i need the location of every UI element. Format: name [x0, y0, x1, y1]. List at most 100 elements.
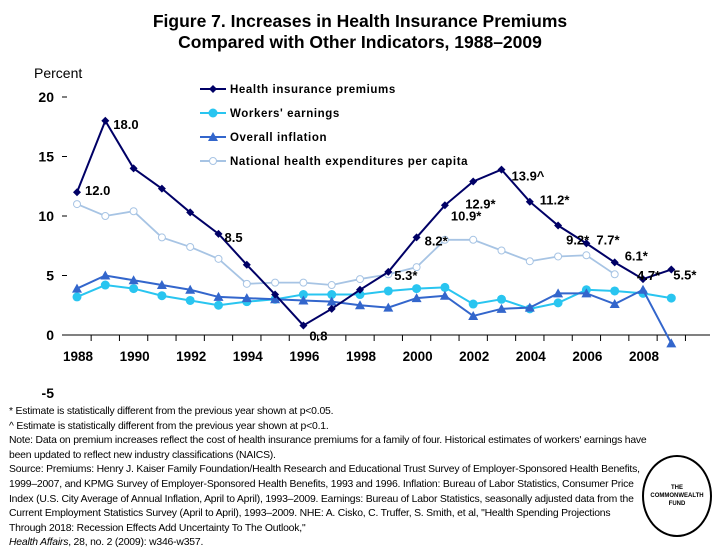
x-tick-label: 1998 [346, 349, 377, 364]
data-point [129, 207, 138, 216]
footnote-significance-05: * Estimate is statistically different fr… [9, 406, 334, 417]
y-tick-label: -5 [42, 385, 55, 401]
data-point [242, 279, 251, 288]
data-point [554, 221, 563, 230]
data-point [440, 282, 450, 292]
data-point [100, 280, 110, 290]
data-point [242, 260, 251, 269]
title-line-1: Figure 7. Increases in Health Insurance … [152, 11, 568, 31]
data-point [326, 296, 337, 306]
data-point [241, 293, 252, 303]
data-point [186, 208, 195, 217]
data-point [72, 283, 82, 293]
data-point [270, 294, 281, 304]
data-point [100, 270, 111, 280]
legend-item: Workers' earnings [200, 108, 340, 120]
y-tick-label: 5 [46, 268, 54, 284]
x-tick-label: 1988 [63, 349, 94, 364]
data-point [298, 295, 309, 305]
data-label: 13.9^ [512, 169, 545, 184]
x-tick-label: 2002 [459, 349, 489, 364]
y-tick-label: 20 [38, 89, 54, 105]
data-point [299, 321, 308, 330]
legend-item: Overall inflation [200, 132, 327, 144]
y-tick-label: 0 [46, 327, 54, 343]
chart-title: Figure 7. Increases in Health Insurance … [0, 11, 720, 53]
data-point [356, 285, 364, 294]
y-axis-label: Percent [34, 65, 83, 81]
data-point [609, 299, 620, 309]
source-journal: Health Affairs [9, 537, 69, 549]
footnote-significance-10: ^ Estimate is statistically different fr… [9, 420, 329, 432]
data-point [468, 299, 478, 309]
data-point [157, 233, 166, 242]
data-point [213, 291, 224, 301]
data-point [412, 233, 421, 242]
data-label: 6.1* [625, 248, 649, 263]
legend-item: Health insurance premiums [200, 84, 396, 96]
data-point [356, 275, 364, 284]
data-point [327, 304, 336, 313]
data-point [128, 275, 139, 285]
y-tick-label: 10 [38, 208, 54, 224]
data-point [383, 286, 393, 296]
footnote-source: Source: Premiums: Henry J. Kaiser Family… [9, 463, 649, 551]
title-line-2: Compared with Other Indicators, 1988–200… [178, 32, 542, 52]
series-line [76, 274, 673, 344]
x-tick-label: 1994 [233, 349, 264, 364]
data-label: 5.3* [394, 268, 418, 283]
data-point [468, 310, 479, 320]
data-label: 10.9* [451, 208, 482, 223]
source-text: Source: Premiums: Henry J. Kaiser Family… [9, 464, 640, 534]
commonwealth-fund-logo: THE COMMONWEALTH FUND [642, 455, 712, 537]
data-point [525, 197, 534, 206]
legend-marker [209, 157, 217, 165]
legend-marker [209, 85, 217, 93]
data-label: 0.8 [309, 328, 327, 343]
x-tick-label: 1992 [176, 349, 206, 364]
series-overall-inflation [72, 270, 677, 348]
legend-marker [208, 108, 218, 118]
footnotes: * Estimate is statistically different fr… [9, 405, 649, 551]
legend-label: Overall inflation [230, 132, 327, 144]
legend-item: National health expenditures per capita [200, 156, 468, 168]
data-point [439, 290, 450, 300]
data-point [553, 288, 564, 298]
line-chart: -5 0 5 10 15 20 1988 1990 1992 1994 1996 1998 2000 20… [38, 84, 710, 401]
data-point [185, 284, 196, 294]
legend-marker [208, 132, 218, 141]
data-point [525, 257, 534, 266]
data-label: 12.9* [465, 196, 496, 211]
data-point [610, 270, 619, 279]
series-health-insurance-premiums [73, 116, 676, 330]
data-point [101, 212, 110, 220]
data-point [581, 288, 592, 298]
data-point [355, 300, 365, 310]
legend-label: Workers' earnings [230, 108, 340, 120]
data-point [497, 294, 506, 304]
data-point [214, 229, 223, 238]
data-point [469, 177, 478, 186]
data-point [582, 251, 591, 260]
data-point [497, 165, 506, 174]
legend-label: Health insurance premiums [230, 84, 396, 96]
data-point [411, 293, 422, 303]
data-point [497, 246, 506, 255]
data-point [214, 254, 223, 263]
data-point [440, 235, 449, 244]
data-label: 12.0 [85, 183, 110, 198]
data-point [156, 280, 167, 290]
series-national-health-expenditures-per-capita [73, 200, 619, 290]
data-point [186, 242, 195, 251]
x-tick-label: 2004 [516, 349, 547, 364]
data-point [327, 290, 337, 300]
data-label: 11.2* [540, 193, 571, 208]
data-point [582, 239, 591, 248]
data-point [469, 235, 478, 244]
data-point [157, 184, 166, 193]
data-point [639, 275, 647, 284]
data-point [638, 284, 648, 294]
data-point [298, 290, 308, 300]
data-point [129, 164, 138, 173]
data-label: 8.5 [225, 230, 243, 245]
